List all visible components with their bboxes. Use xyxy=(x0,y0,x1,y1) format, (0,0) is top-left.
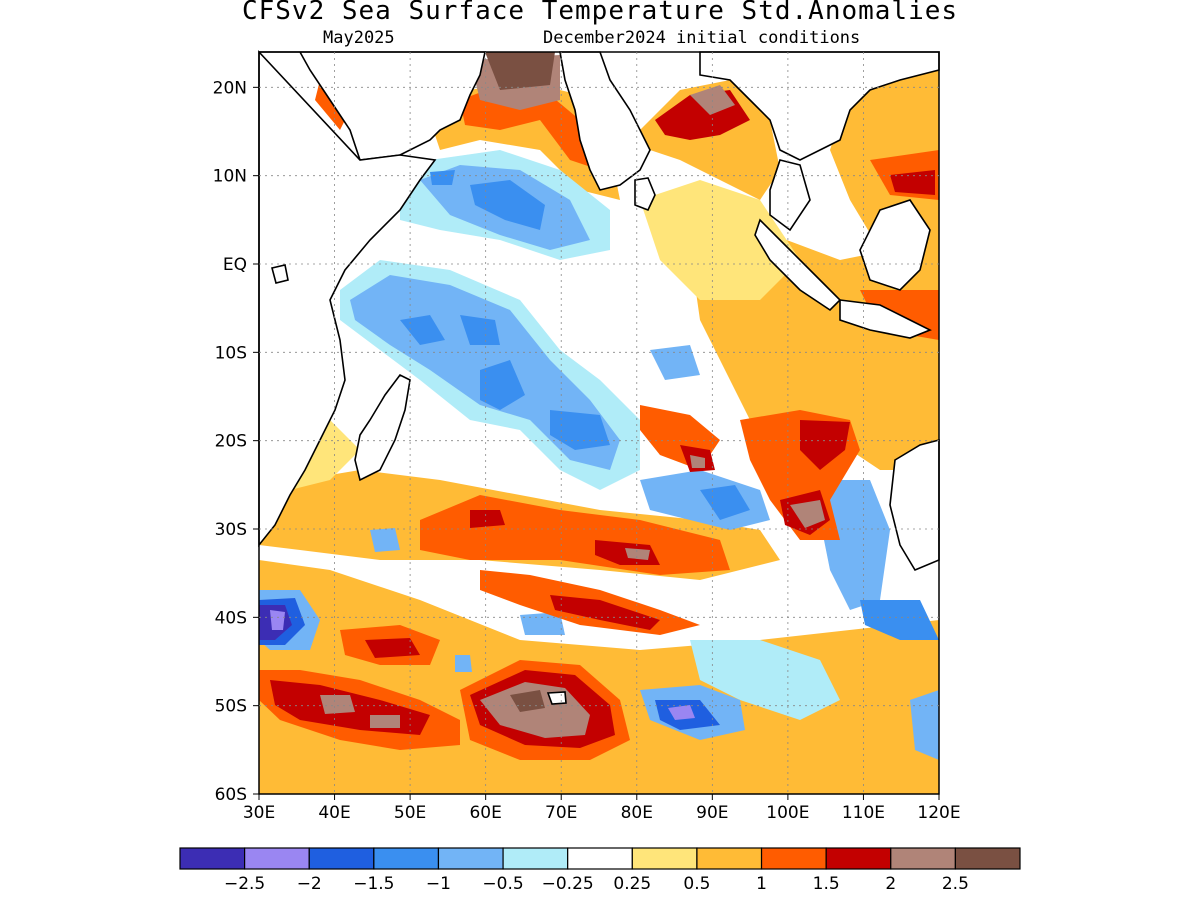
lon-label-80e: 80E xyxy=(621,803,653,823)
lat-label-20n: 20N xyxy=(213,78,247,98)
colorbar-swatch xyxy=(890,847,956,870)
gridlines xyxy=(259,52,939,794)
colorbar-label: −2 xyxy=(297,874,322,894)
colorbar-label: −2.5 xyxy=(224,874,265,894)
lon-label-30e: 30E xyxy=(243,803,275,823)
colorbar xyxy=(179,847,1021,870)
colorbar-label: 0.5 xyxy=(683,874,710,894)
colorbar-label: 2 xyxy=(885,874,896,894)
lat-label-30s: 30S xyxy=(215,520,247,540)
lon-label-100e: 100E xyxy=(766,803,809,823)
lat-label-60s: 60S xyxy=(215,785,247,805)
longitude-labels: 30E 40E 50E 60E 70E 80E 90E 100E 110E 120E xyxy=(243,803,961,823)
lon-label-120e: 120E xyxy=(917,803,960,823)
lat-label-10s: 10S xyxy=(215,343,247,363)
plot-frame xyxy=(258,51,940,795)
colorbar-labels: −2.5 −2 −1.5 −1 −0.5 −0.25 0.25 0.5 1 1.5 2 2.5 xyxy=(224,874,969,894)
colorbar-swatch xyxy=(244,847,310,870)
colorbar-label: −0.5 xyxy=(482,874,523,894)
map-title: CFSv2 Sea Surface Temperature Std.Anomal… xyxy=(241,0,959,26)
colorbar-swatch xyxy=(825,847,892,870)
lon-label-110e: 110E xyxy=(842,803,885,823)
lon-label-40e: 40E xyxy=(318,803,350,823)
lat-label-40s: 40S xyxy=(215,608,247,628)
colorbar-swatch xyxy=(502,847,569,870)
colorbar-swatch xyxy=(631,847,698,870)
colorbar-label: −0.25 xyxy=(542,874,594,894)
lat-label-eq: EQ xyxy=(223,255,247,275)
latitude-labels: 20N 10N EQ 10S 20S 30S 40S 50S 60S xyxy=(213,78,247,805)
colorbar-swatch xyxy=(308,847,375,870)
colorbar-swatch xyxy=(373,847,440,870)
colorbar-swatch xyxy=(437,847,504,870)
colorbar-swatch xyxy=(954,847,1021,870)
lon-label-70e: 70E xyxy=(545,803,577,823)
lon-label-90e: 90E xyxy=(696,803,728,823)
forecast-month: May2025 xyxy=(323,28,395,48)
colorbar-label: 2.5 xyxy=(942,874,969,894)
lat-label-10n: 10N xyxy=(213,167,247,187)
lat-label-50s: 50S xyxy=(215,697,247,717)
colorbar-swatch xyxy=(567,847,633,870)
colorbar-swatch xyxy=(760,847,827,870)
colorbar-label: 1.5 xyxy=(813,874,840,894)
lat-label-20s: 20S xyxy=(215,432,247,452)
colorbar-label: −1.5 xyxy=(353,874,394,894)
lon-label-50e: 50E xyxy=(394,803,426,823)
lon-label-60e: 60E xyxy=(469,803,501,823)
colorbar-label: −1 xyxy=(426,874,451,894)
colorbar-swatch xyxy=(696,847,763,870)
initial-conditions: December2024 initial conditions xyxy=(543,28,861,48)
colorbar-swatch xyxy=(179,847,246,870)
colorbar-label: 1 xyxy=(756,874,767,894)
tick-marks xyxy=(253,86,940,800)
colorbar-label: 0.25 xyxy=(613,874,651,894)
anomaly-field xyxy=(259,52,939,794)
